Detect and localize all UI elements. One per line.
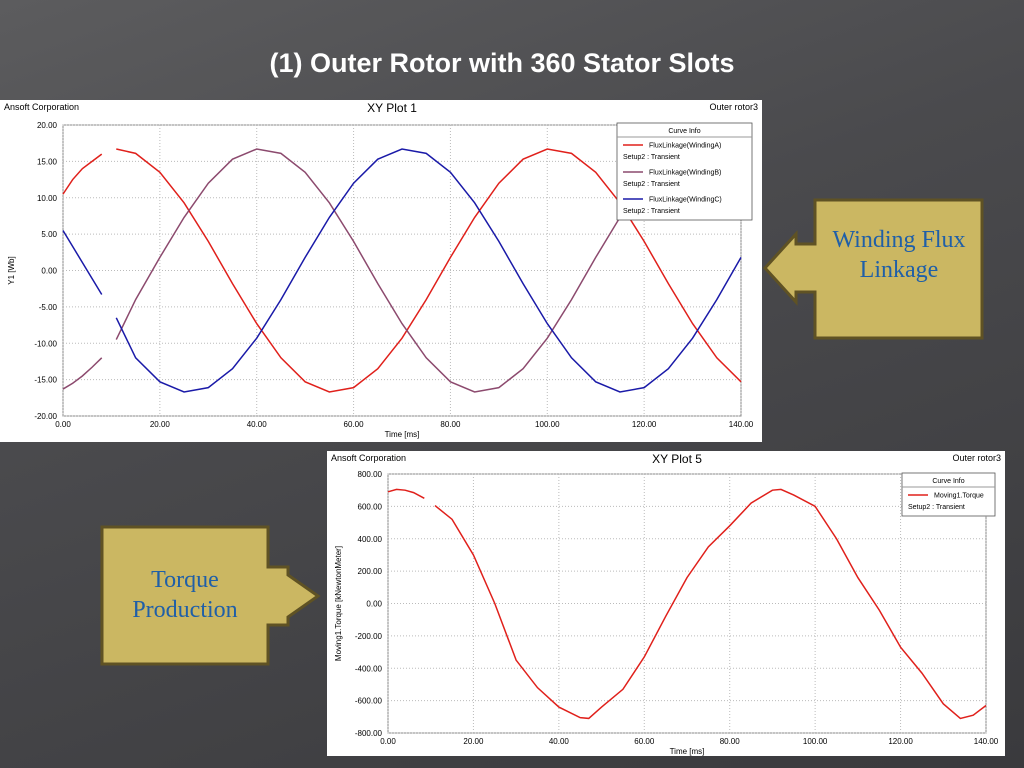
- callout-box: [762, 198, 984, 340]
- x-tick-label: 20.00: [463, 737, 484, 746]
- series-line: [62, 148, 742, 393]
- legend-entry: Moving1.Torque: [934, 493, 984, 500]
- x-axis-label: Time [ms]: [670, 747, 705, 756]
- chart-title: XY Plot 5: [652, 452, 702, 466]
- plot-area: [387, 473, 987, 734]
- legend-setup: Setup2 : Transient: [623, 181, 680, 188]
- company: Ansoft Corporation: [4, 102, 79, 112]
- series-line: [62, 148, 742, 393]
- design-name: Outer rotor3: [709, 102, 758, 112]
- x-tick-label: 0.00: [55, 420, 71, 429]
- y-tick-label: 800.00: [358, 470, 383, 479]
- design-name: Outer rotor3: [952, 453, 1001, 463]
- x-tick-label: 140.00: [974, 737, 999, 746]
- legend-setup: Setup2 : Transient: [623, 208, 680, 215]
- x-tick-label: 80.00: [440, 420, 461, 429]
- chart-title: XY Plot 1: [367, 101, 417, 115]
- x-tick-label: 60.00: [634, 737, 655, 746]
- x-tick-label: 40.00: [549, 737, 570, 746]
- y-tick-label: 0.00: [41, 267, 57, 276]
- y-axis-label: Y1 [Wb]: [7, 256, 16, 284]
- x-tick-label: 80.00: [720, 737, 741, 746]
- x-tick-label: 140.00: [729, 420, 754, 429]
- y-tick-label: -600.00: [355, 697, 383, 706]
- legend-entry: FluxLinkage(WindingB): [649, 170, 721, 177]
- legend-title: Curve Info: [932, 478, 964, 485]
- y-tick-label: 20.00: [37, 121, 58, 130]
- legend-setup: Setup2 : Transient: [623, 154, 680, 161]
- legend-setup: Setup2 : Transient: [908, 504, 965, 511]
- callout-box: [100, 525, 321, 666]
- y-tick-label: -800.00: [355, 729, 383, 738]
- series-line: [387, 488, 987, 720]
- x-tick-label: 100.00: [803, 737, 828, 746]
- y-tick-label: -20.00: [34, 412, 57, 421]
- x-tick-label: 40.00: [247, 420, 268, 429]
- y-tick-label: 400.00: [358, 535, 383, 544]
- x-tick-label: 120.00: [888, 737, 913, 746]
- x-tick-label: 100.00: [535, 420, 560, 429]
- x-tick-label: 20.00: [150, 420, 171, 429]
- x-tick-label: 60.00: [344, 420, 365, 429]
- legend-box: [616, 122, 753, 221]
- y-tick-label: 200.00: [358, 567, 383, 576]
- slide-title: (1) Outer Rotor with 360 Stator Slots: [269, 48, 735, 78]
- y-tick-label: -15.00: [34, 376, 57, 385]
- y-tick-label: 600.00: [358, 502, 383, 511]
- x-tick-label: 120.00: [632, 420, 657, 429]
- y-tick-label: 0.00: [366, 600, 382, 609]
- y-axis-label: Moving1.Torque [kNewtonMeter]: [334, 546, 343, 661]
- y-tick-label: -10.00: [34, 339, 57, 348]
- y-tick-label: -5.00: [39, 303, 58, 312]
- y-tick-label: -200.00: [355, 632, 383, 641]
- callout-text: Winding Flux Linkage: [832, 227, 966, 283]
- y-tick-label: -400.00: [355, 664, 383, 673]
- y-tick-label: 15.00: [37, 157, 58, 166]
- x-axis-label: Time [ms]: [385, 430, 420, 439]
- legend-entry: FluxLinkage(WindingA): [649, 143, 721, 150]
- y-tick-label: 5.00: [41, 230, 57, 239]
- legend-title: Curve Info: [668, 128, 700, 135]
- y-tick-label: 10.00: [37, 194, 58, 203]
- legend-entry: FluxLinkage(WindingC): [649, 197, 722, 204]
- callout-text: Torque Production: [132, 567, 238, 623]
- x-tick-label: 0.00: [380, 737, 396, 746]
- company: Ansoft Corporation: [331, 453, 406, 463]
